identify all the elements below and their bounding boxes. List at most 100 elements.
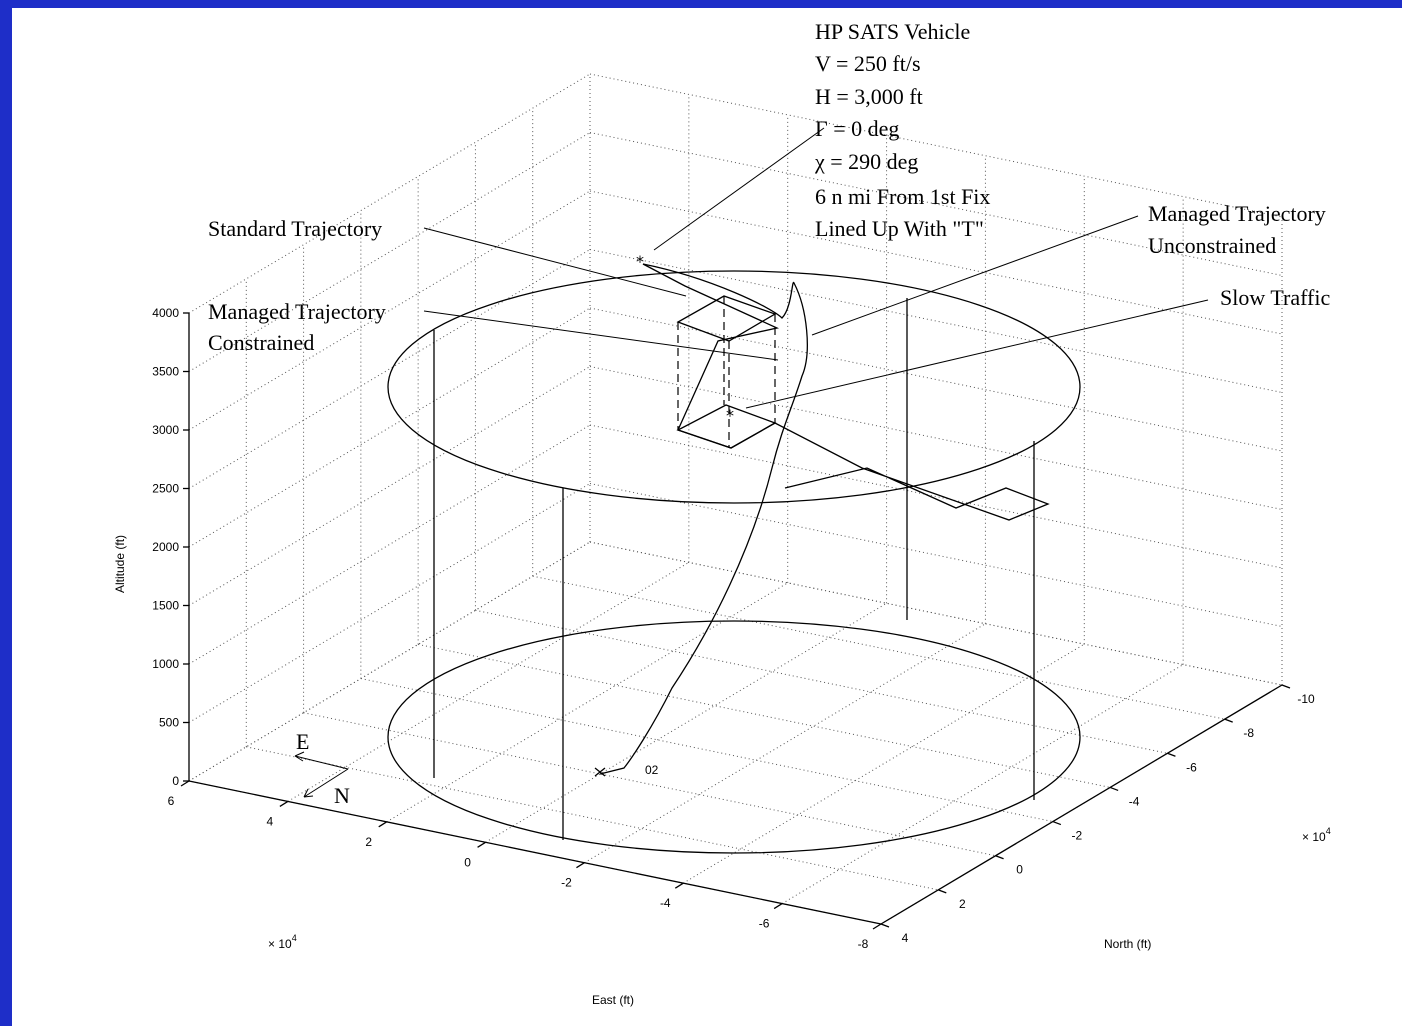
wall-grid-line (589, 541, 1283, 686)
east-tick-label: -6 (759, 917, 770, 931)
wall-grid-line (188, 424, 591, 665)
z-tick-label: 500 (159, 716, 179, 730)
north-tick-mark (880, 923, 890, 928)
airspace-cylinder (387, 270, 1081, 854)
managed-trajectory-line (599, 263, 808, 775)
east-tick-mark (378, 821, 388, 828)
east-tick-mark (674, 882, 684, 889)
standard-trajectory-label: Standard Trajectory (208, 216, 382, 241)
floor-grid-line (303, 712, 996, 857)
east-tick-label: 4 (267, 814, 274, 828)
z-axis-label: Altitude (ft) (113, 535, 127, 593)
traffic-marker: * (726, 406, 734, 425)
north-tick-mark (1109, 786, 1119, 792)
slow-traffic-label: Slow Traffic (1220, 285, 1330, 310)
leader-lines (423, 127, 1209, 409)
vehicle-info-line: 6 n mi From 1st Fix (815, 184, 990, 209)
managed-unconstrained-label: Managed Trajectory (1148, 201, 1326, 226)
managed-constrained-label: Managed Trajectory (208, 299, 386, 324)
north-tick-mark (1167, 752, 1176, 757)
final-fix-marker (594, 767, 606, 777)
north-tick-label: -2 (1072, 829, 1083, 843)
z-tick-label: 1000 (152, 657, 179, 671)
vehicle-info-line: V = 250 ft/s (815, 51, 921, 76)
compass-north-label: N (334, 783, 350, 808)
east-tick-label: -4 (660, 896, 671, 910)
north-tick-label: -6 (1186, 760, 1197, 774)
north-axis-label: North (ft) (1104, 937, 1151, 951)
vehicle-start-marker: * (636, 252, 644, 271)
north-tick-label: 4 (902, 931, 909, 945)
z-tick-label: 1500 (152, 599, 179, 613)
figure-area: 0 500 1000 1500 2000 2500 3000 3500 4000 6 4 2 0 -2 -4… (12, 8, 1402, 1026)
wall-grid-line (589, 249, 1283, 393)
north-tick-mark (1052, 820, 1062, 826)
compass: E N (294, 729, 350, 808)
east-tick-mark (872, 923, 882, 930)
z-tick-label: 3000 (152, 423, 179, 437)
trajectory-3d-plot: 0 500 1000 1500 2000 2500 3000 3500 4000 6 4 2 0 -2 -4… (113, 19, 1331, 1007)
wall-grid-line (188, 366, 591, 606)
wall-grid-line (589, 307, 1283, 452)
waypoint-label: 02 (645, 763, 659, 777)
wall-grid-line (589, 366, 1283, 510)
east-axis-label: East (ft) (592, 993, 634, 1007)
wall-grid-line (589, 424, 1283, 569)
wall-grid-line (589, 73, 1283, 218)
east-tick-mark (477, 841, 486, 848)
east-tick-mark (576, 862, 585, 869)
east-tick-label: 6 (168, 794, 175, 808)
cylinder-bottom-ellipse (387, 620, 1081, 854)
cylinder-top-ellipse (387, 270, 1081, 504)
floor-grid-line (475, 609, 1168, 754)
vehicle-info-line: H = 3,000 ft (815, 84, 923, 109)
floor-grid-line (532, 575, 1225, 720)
vehicle-info-line: HP SATS Vehicle (815, 19, 970, 44)
z-tick-label: 3500 (152, 365, 179, 379)
floor-grid-line (683, 643, 1085, 884)
east-tick-mark (279, 800, 289, 807)
east-tick-label: -2 (561, 876, 572, 890)
vehicle-info-line: Lined Up With "T" (815, 216, 984, 241)
vehicle-info-line: χ = 290 deg (814, 149, 918, 174)
vehicle-info-block: HP SATS Vehicle V = 250 ft/s H = 3,000 f… (814, 19, 990, 241)
z-tick-label: 4000 (152, 306, 179, 320)
north-tick-label: 2 (959, 897, 966, 911)
floor-grid-line (781, 664, 1184, 905)
east-tick-label: 0 (464, 855, 471, 869)
managed-constrained-label: Constrained (208, 330, 314, 355)
floor-grid-line (418, 643, 1111, 788)
z-tick-label: 2000 (152, 540, 179, 554)
standard-trajectory-line (642, 263, 1050, 521)
north-tick-mark (995, 855, 1004, 860)
north-tick-mark (1224, 718, 1233, 723)
z-tick-label: 2500 (152, 482, 179, 496)
north-tick-mark (1281, 684, 1291, 689)
east-tick-mark (180, 780, 190, 787)
floor-grid-line (287, 561, 690, 802)
north-exponent-label: × 104 (1302, 826, 1331, 844)
east-exponent-label: × 104 (268, 933, 297, 951)
vehicle-info-line: Γ = 0 deg (815, 116, 899, 141)
floor-grid-line (360, 678, 1053, 823)
north-tick-mark (938, 889, 947, 894)
wall-grid-line (188, 483, 591, 723)
east-tick-label: -8 (858, 937, 869, 951)
north-tick-label: 0 (1016, 863, 1023, 877)
east-tick-label: 2 (365, 835, 372, 849)
grid-lines (188, 73, 1283, 925)
axis-box (188, 313, 1283, 925)
north-tick-label: -8 (1243, 726, 1254, 740)
east-tick-mark (773, 903, 783, 910)
wall-grid-line (589, 132, 1283, 276)
floor-grid-line (386, 582, 788, 823)
north-tick-label: -10 (1297, 692, 1315, 706)
trajectories: 02 * * (594, 252, 1050, 777)
floor-grid-line (246, 746, 939, 891)
tick-labels: 0 500 1000 1500 2000 2500 3000 3500 4000 6 4 2 0 -2 -4… (152, 306, 1315, 951)
z-tick-label: 0 (172, 774, 179, 788)
wall-grid-line (188, 541, 591, 782)
north-tick-label: -4 (1129, 794, 1140, 808)
wall-grid-line (188, 249, 591, 489)
compass-east-label: E (296, 729, 309, 754)
